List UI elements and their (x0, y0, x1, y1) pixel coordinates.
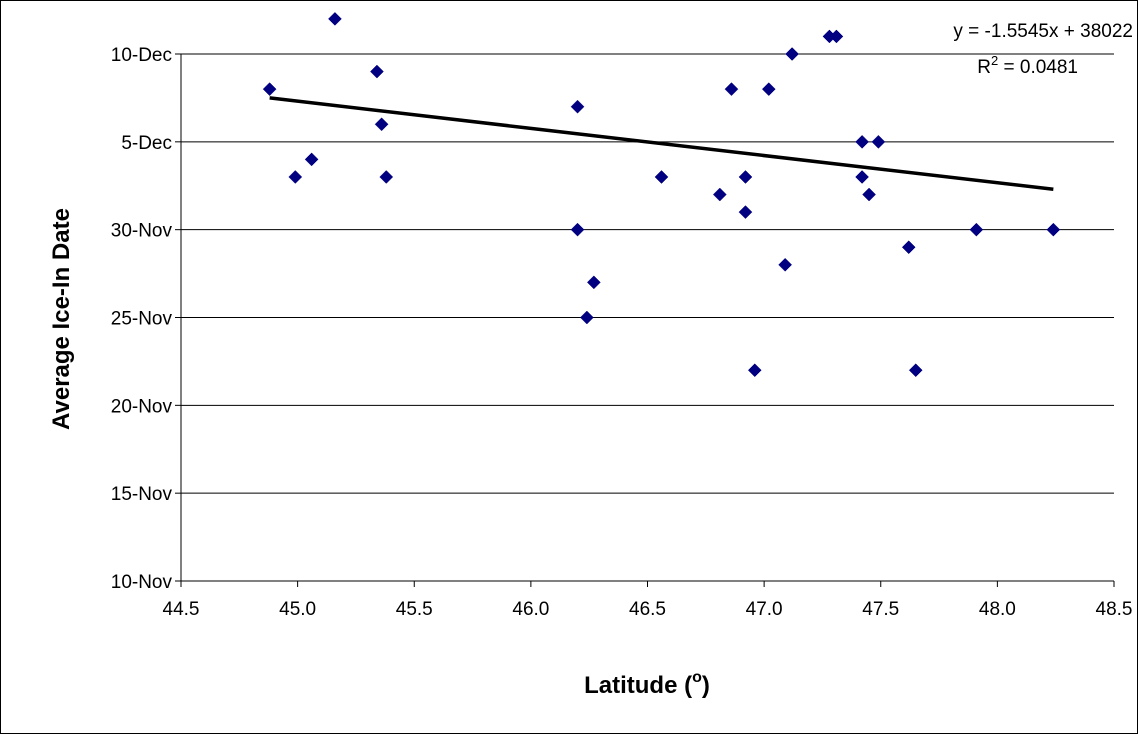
x-axis-title-main: Latitude ( (584, 672, 692, 699)
data-point (785, 47, 799, 61)
data-point (778, 257, 792, 272)
y-tick-label: 5-Dec (121, 133, 172, 154)
x-tick-label: 48.0 (979, 599, 1016, 620)
x-tick-label: 45.0 (279, 599, 316, 620)
y-tick-label: 25-Nov (111, 309, 173, 330)
data-point (379, 170, 394, 184)
data-point (829, 29, 844, 44)
trendline-equation: y = -1.5545x + 38022 (953, 21, 1133, 42)
x-tick-labels: 44.5 45.0 45.5 46.0 46.5 47.0 47.5 48.0 48.5 (163, 599, 1133, 620)
data-point (1046, 222, 1061, 237)
x-tick-label: 48.5 (1096, 599, 1133, 620)
data-point (570, 222, 585, 237)
data-point (586, 275, 601, 290)
data-point (570, 99, 585, 114)
r-squared-label: R2 = 0.0481 (977, 53, 1078, 78)
data-point (862, 187, 876, 202)
data-point (580, 310, 594, 325)
data-points (262, 12, 1061, 378)
y-tick-label: 10-Dec (111, 45, 172, 66)
data-point (262, 82, 277, 96)
trendline (269, 96, 1054, 192)
data-point (304, 152, 319, 167)
data-point (654, 170, 669, 184)
y-tick-label: 10-Nov (111, 572, 173, 593)
y-tick-label: 30-Nov (111, 221, 173, 242)
x-tick-label: 47.5 (862, 599, 899, 620)
y-tick-labels: 10-Nov 15-Nov 20-Nov 25-Nov 30-Nov 5-Dec 10-De… (111, 45, 173, 593)
x-axis-title-degree: o (692, 669, 702, 686)
trendline-line (269, 96, 1054, 192)
x-axis-title-end: ) (702, 672, 710, 699)
gridlines (175, 53, 1114, 582)
data-point (901, 240, 916, 255)
data-point (738, 170, 753, 184)
data-point (738, 205, 753, 219)
data-point (969, 222, 984, 237)
data-point (724, 82, 739, 96)
x-tick-label: 45.5 (396, 599, 433, 620)
r-squared-prefix: R (977, 57, 991, 78)
axes (180, 54, 1115, 587)
x-tick-label: 46.5 (629, 599, 666, 620)
data-point (288, 170, 303, 184)
data-point (855, 134, 869, 149)
data-point (328, 12, 342, 26)
data-point (908, 363, 923, 378)
r-squared-value: = 0.0481 (998, 57, 1078, 78)
data-point (374, 117, 389, 132)
x-tick-label: 46.0 (512, 599, 549, 620)
y-tick-label: 20-Nov (111, 396, 173, 417)
x-tick-label: 47.0 (746, 599, 783, 620)
data-point (370, 64, 384, 79)
data-point (761, 82, 776, 96)
r-squared-superscript: 2 (991, 53, 998, 68)
y-axis-title: Average Ice-In Date (48, 208, 75, 430)
data-point (747, 363, 762, 378)
y-tick-label: 15-Nov (111, 484, 173, 505)
data-point (871, 134, 886, 149)
data-point (712, 187, 727, 202)
x-axis-title: Latitude (o) (584, 669, 710, 699)
data-point (855, 170, 869, 184)
x-tick-label: 44.5 (163, 599, 200, 620)
